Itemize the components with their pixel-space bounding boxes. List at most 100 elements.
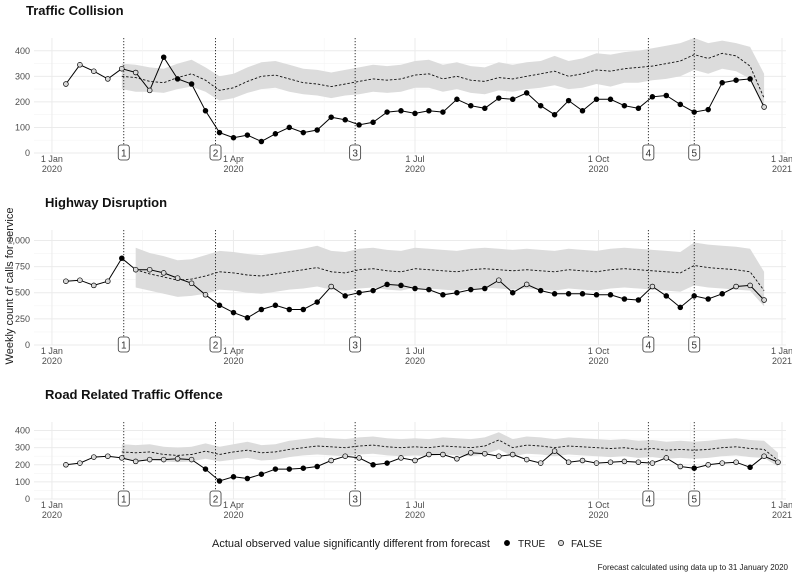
- data-point: [482, 450, 488, 457]
- data-point: [105, 76, 111, 82]
- data-point-significant: [677, 101, 684, 108]
- marker-box: [688, 490, 701, 507]
- data-point: [77, 62, 83, 68]
- data-point-significant: [537, 287, 544, 294]
- data-point-significant: [565, 291, 572, 297]
- forecast-interval-band: [135, 242, 765, 307]
- y-axis-label: Weekly count of calls for service: [4, 208, 16, 365]
- data-point-significant: [230, 309, 237, 316]
- data-point-significant: [523, 90, 530, 96]
- actual-line: [65, 450, 779, 482]
- data-point: [63, 278, 69, 284]
- marker-label: 5: [691, 495, 697, 506]
- y-tick-label: 0: [25, 148, 30, 158]
- data-point: [440, 451, 446, 458]
- data-point-significant: [705, 296, 711, 302]
- data-point-significant: [300, 129, 307, 136]
- data-point: [91, 282, 97, 289]
- data-point: [747, 282, 753, 289]
- data-point: [188, 280, 195, 287]
- data-point: [132, 69, 139, 76]
- y-tick-label: 300: [15, 71, 30, 81]
- marker-label: 5: [691, 341, 697, 352]
- data-point: [468, 450, 474, 456]
- marker-box: [642, 336, 655, 353]
- data-point: [342, 453, 348, 459]
- marker-box: [349, 336, 362, 353]
- data-point-significant: [607, 292, 614, 298]
- data-point: [523, 456, 530, 463]
- marker-box: [642, 490, 655, 507]
- data-point: [509, 451, 516, 458]
- data-point-significant: [691, 293, 697, 299]
- data-point: [579, 457, 586, 464]
- data-point-significant: [328, 114, 334, 120]
- data-point-significant: [454, 289, 460, 296]
- legend-key-true: [504, 540, 510, 546]
- data-point-significant: [230, 474, 237, 480]
- x-tick-label: 2020: [588, 164, 608, 174]
- marker-label: 2: [213, 149, 219, 160]
- y-tick-label: 1,000: [7, 235, 30, 245]
- data-point: [761, 104, 767, 110]
- data-point: [705, 462, 711, 468]
- data-point-significant: [426, 286, 432, 293]
- data-point-significant: [509, 289, 516, 296]
- data-point: [496, 277, 502, 283]
- x-tick-label: 2021: [772, 356, 792, 366]
- data-point-significant: [412, 285, 418, 292]
- legend-label-false: FALSE: [571, 539, 602, 550]
- data-point-significant: [356, 122, 362, 128]
- data-point-significant: [174, 76, 181, 82]
- data-point-significant: [565, 97, 572, 104]
- data-point: [328, 457, 334, 464]
- marker-box: [209, 490, 222, 507]
- x-tick-label: 2020: [42, 510, 62, 520]
- data-point-significant: [719, 291, 725, 297]
- data-point-significant: [258, 138, 265, 145]
- data-point-significant: [370, 462, 376, 468]
- data-point-significant: [398, 282, 404, 289]
- data-point-significant: [300, 306, 307, 313]
- x-tick-label: 2020: [223, 164, 243, 174]
- caption: Forecast calculated using data up to 31 …: [598, 563, 789, 572]
- y-tick-label: 750: [15, 262, 30, 272]
- marker-label: 3: [352, 341, 358, 352]
- data-point-significant: [747, 464, 753, 471]
- data-point-significant: [119, 255, 125, 261]
- data-point: [119, 455, 125, 461]
- x-tick-label: 1 Jul: [405, 346, 424, 356]
- data-point: [761, 453, 767, 459]
- data-point: [160, 456, 167, 463]
- marker-label: 2: [213, 341, 219, 352]
- marker-label: 1: [121, 149, 127, 160]
- marker-box: [688, 336, 701, 353]
- data-point: [523, 281, 530, 288]
- data-point-significant: [314, 127, 320, 133]
- y-tick-label: 100: [15, 122, 30, 132]
- data-point: [91, 68, 97, 74]
- data-point-significant: [244, 475, 251, 482]
- marker-label: 1: [121, 341, 127, 352]
- data-point-significant: [691, 109, 697, 115]
- marker-box: [209, 336, 222, 353]
- data-point: [412, 457, 418, 464]
- marker-box: [349, 490, 362, 507]
- forecast-line: [135, 265, 765, 291]
- x-tick-label: 2020: [42, 164, 62, 174]
- x-tick-label: 1 Jul: [405, 500, 424, 510]
- data-point: [356, 455, 362, 461]
- data-point: [426, 451, 432, 458]
- marker-box: [349, 144, 362, 161]
- data-point: [551, 448, 558, 454]
- data-point-significant: [579, 108, 586, 114]
- x-tick-label: 2020: [405, 510, 425, 520]
- x-tick-label: 1 Jan: [771, 346, 792, 356]
- data-point-significant: [426, 108, 432, 114]
- marker-label: 3: [352, 149, 358, 160]
- data-point: [202, 292, 209, 298]
- data-point-significant: [468, 286, 474, 293]
- x-tick-label: 1 Jan: [771, 500, 792, 510]
